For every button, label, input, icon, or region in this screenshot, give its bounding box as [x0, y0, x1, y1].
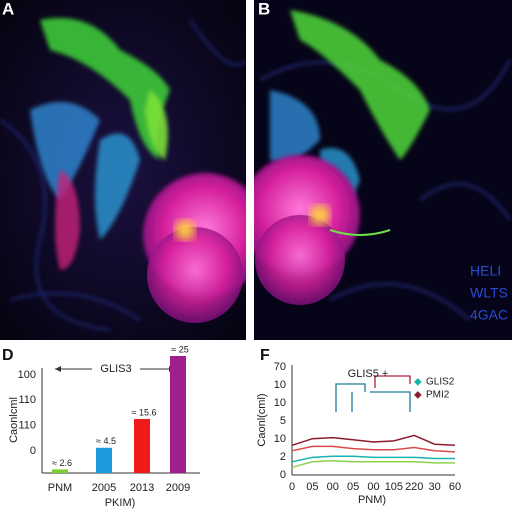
y-tick-label: 100 [18, 369, 36, 381]
legend-entry: GLIS2 [426, 377, 455, 388]
overlay-line: WLTS [470, 285, 508, 301]
x-tick-label: 2009 [166, 482, 190, 494]
y-tick-label: 110 [18, 394, 36, 406]
x-axis-label: PKIM) [105, 497, 136, 509]
panel-label: B [258, 0, 270, 18]
value-label: ≈ 15.6 [132, 407, 157, 417]
micrograph-a: A [0, 0, 246, 340]
overlay-line: HELI [470, 263, 501, 279]
y-tick-label: 10 [274, 433, 286, 445]
y-tick-label: 2 [280, 451, 286, 463]
overlay-line: 4GAC [470, 307, 508, 323]
value-label: ≈ 25 [171, 344, 188, 354]
panel-label: F [260, 347, 270, 364]
x-tick-label: 00 [367, 481, 379, 493]
x-tick-label: 2013 [130, 482, 154, 494]
series-line [291, 445, 456, 453]
value-label: ≈ 4.5 [96, 436, 116, 446]
panel-label: A [2, 0, 14, 18]
y-tick-label: 70 [274, 361, 286, 373]
x-tick-label: 2005 [92, 482, 116, 494]
panel-label: D [2, 347, 14, 364]
annotation: GLIS5 + [348, 368, 389, 380]
x-tick-label: 105 [385, 481, 403, 493]
legend-marker: ◆ [414, 390, 422, 401]
legend-marker: ◆ [414, 377, 422, 388]
x-tick-label: 220 [405, 481, 423, 493]
x-axis-label: PNM) [358, 494, 386, 506]
annotation: GLIS3 [100, 363, 131, 375]
series-line [291, 459, 455, 469]
label-bg [92, 361, 140, 377]
x-tick-label: PNM [48, 482, 72, 494]
x-tick-label: 30 [429, 481, 441, 493]
series-line [291, 434, 456, 447]
chart-d: D GLIS3 Caonlcml PKIM) 100 110 110 0 ≈ 2.6 PN… [2, 344, 200, 509]
bar [134, 419, 150, 473]
overlay-text: HELI WLTS 4GAC [470, 263, 508, 323]
x-tick-label: 60 [449, 481, 461, 493]
x-tick-label: 05 [306, 481, 318, 493]
value-label: ≈ 2.6 [52, 458, 72, 468]
y-tick-label: 5 [280, 415, 286, 427]
y-tick-label: 10 [274, 379, 286, 391]
micrograph-b: HELI WLTS 4GAC B [254, 0, 512, 340]
bar [170, 356, 186, 473]
x-tick-label: 0 [289, 481, 295, 493]
y-tick-label: 0 [280, 469, 286, 481]
y-axis-label: Caonlcml [8, 397, 20, 443]
legend-entry: PMI2 [426, 390, 450, 401]
y-tick-label: 0 [30, 445, 36, 457]
bracket [335, 383, 411, 412]
x-tick-label: 00 [327, 481, 339, 493]
bar [96, 447, 112, 473]
series-line [291, 455, 455, 463]
bracket [374, 375, 411, 388]
y-tick-label: 110 [18, 420, 36, 432]
y-axis-label: Caonl(cml) [256, 393, 268, 446]
x-tick-label: 05 [347, 481, 359, 493]
bar [52, 469, 68, 473]
y-tick-label: 10 [274, 397, 286, 409]
